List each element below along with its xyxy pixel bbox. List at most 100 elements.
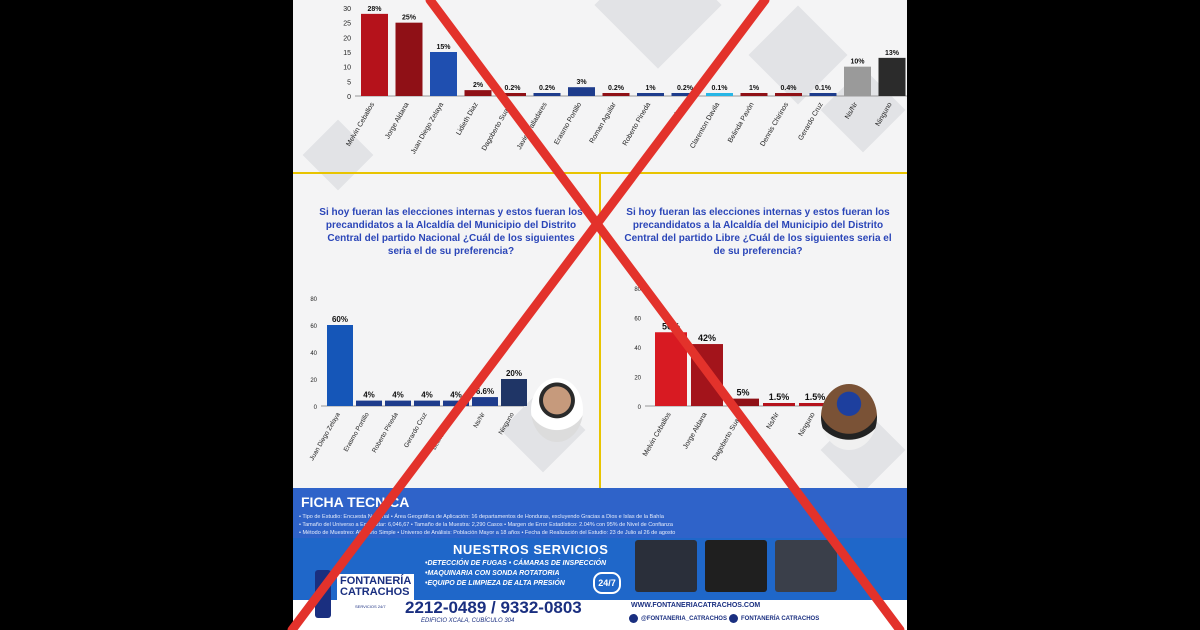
brand-tagline: SERVICIOS 24/7 (355, 604, 386, 609)
y-tick-label: 60 (310, 324, 317, 330)
category-label: Melvin Ceballos (642, 411, 673, 458)
category-label: Ns/Nr (766, 411, 781, 431)
chart-nacional: 0 20 40 60 80 60% Juan Diego Zelaya 4% Erasmo Po… (293, 290, 599, 488)
advertisement: FONTANERÍA CATRACHOS SERVICIOS 24/7 NUES… (293, 538, 907, 630)
bar (602, 93, 630, 96)
data-label: 0.2% (539, 85, 556, 92)
bar (395, 22, 423, 97)
bar (775, 93, 802, 96)
category-label: Gerardo Cruz (403, 412, 429, 450)
ficha-tecnica: FICHA TECNICA • Tipo de Estudio: Encuest… (293, 488, 907, 538)
y-tick-label: 0 (638, 405, 642, 411)
category-label: Belinda Pavón (727, 101, 756, 144)
bar (414, 400, 440, 406)
data-label: 4% (450, 391, 462, 400)
product-image-camera (775, 540, 837, 592)
data-label: 20% (506, 369, 522, 378)
category-label: Dennis Chirinos (759, 101, 790, 148)
data-label: 10% (850, 59, 865, 66)
y-tick-label: 20 (310, 378, 317, 384)
category-label: Roman Aguilar (589, 101, 618, 145)
bar (691, 344, 723, 406)
y-tick-label: 15 (343, 50, 351, 57)
data-label: 1% (645, 85, 656, 92)
bar (878, 57, 906, 96)
y-tick-label: 80 (310, 297, 317, 303)
data-label: 3% (576, 79, 587, 86)
bar (464, 90, 492, 96)
chart-general-svg: 0 5 10 15 20 25 30 28% Melvin Ceballos 25% Jorge A… (343, 6, 907, 156)
bar (671, 93, 699, 96)
data-label: 0.2% (677, 85, 694, 92)
instagram-icon (629, 614, 638, 623)
data-label: 28% (367, 6, 382, 13)
data-label: 13% (885, 50, 900, 57)
bar (356, 400, 382, 406)
category-label: Erasmo Portillo (343, 411, 371, 453)
bar (637, 93, 664, 96)
data-label: 5% (736, 388, 749, 398)
category-label: Juan Diego Zelaya (410, 101, 445, 155)
data-label: 25% (402, 15, 417, 22)
product-image-reel (705, 540, 767, 592)
y-tick-label: 80 (634, 287, 641, 293)
poll-infographic: 0 5 10 15 20 25 30 28% Melvin Ceballos 25% Jorge A… (293, 0, 907, 630)
brand-name: FONTANERÍA CATRACHOS (337, 574, 415, 600)
services-title: NUESTROS SERVICIOS (453, 542, 609, 557)
bar (844, 66, 871, 96)
bar (499, 93, 526, 96)
badge-24-7: 24/7 (593, 572, 621, 594)
ficha-line: • Método de Muestreo: Aleatorio Simple •… (299, 530, 676, 536)
category-label: Roberto Pineda (622, 101, 652, 147)
category-label: Melvin Ceballos (345, 101, 376, 148)
candidate-photo-libre (821, 384, 877, 450)
bar (809, 93, 837, 96)
address: EDIFICIO XCALA, CUBÍCULO 304 (421, 618, 515, 624)
y-tick-label: 25 (343, 21, 351, 28)
instagram-handle: @FONTANERIA_CATRACHOS (641, 616, 727, 622)
category-label: Ns/Nr (844, 101, 859, 121)
category-label: Ns/Nr (472, 411, 487, 430)
category-label: Erasmo Portillo (553, 101, 583, 146)
bar (727, 398, 759, 406)
bar (501, 379, 527, 406)
y-tick-label: 0 (347, 94, 351, 101)
category-label: Juan Diego Zelaya (309, 411, 342, 462)
question-nacional: Si hoy fueran las elecciones internas y … (319, 207, 583, 257)
category-label: Clarenton Davila (689, 101, 721, 149)
bar (533, 93, 561, 96)
divider-vertical (599, 174, 601, 488)
data-label: 4% (421, 391, 433, 400)
y-tick-label: 20 (634, 376, 641, 382)
category-label: Lidieth Diaz (455, 101, 480, 137)
data-label: 1.5% (769, 392, 790, 402)
chart-libre: 0 20 40 60 80 50% Melvin Ceballos 42% Jorge Alda… (603, 280, 907, 488)
category-label: Gerardo Cruz (797, 101, 825, 142)
chart-libre-svg: 0 20 40 60 80 50% Melvin Ceballos 42% Jorge Alda… (634, 287, 831, 462)
data-label: 0.2% (505, 85, 522, 92)
data-label: 0.1% (712, 85, 729, 92)
bar (385, 400, 411, 406)
service-item: •EQUIPO DE LIMPIEZA DE ALTA PRESIÓN (425, 580, 565, 587)
data-label: 1% (749, 85, 760, 92)
bar (430, 52, 457, 96)
facebook-icon (729, 614, 738, 623)
category-label: Dagoberto Suazo (711, 411, 744, 462)
category-label: Ninguno (798, 411, 817, 437)
phone-number: 2212-0489 / 9332-0803 (405, 598, 582, 617)
category-label: Ninguno (875, 101, 894, 127)
chart-general: 0 5 10 15 20 25 30 28% Melvin Ceballos 25% Jorge A… (293, 0, 907, 172)
y-tick-label: 5 (347, 79, 351, 86)
brand-name-line2: CATRACHOS (340, 586, 410, 598)
category-label: Ninguno (498, 411, 516, 436)
data-label: 0.2% (608, 85, 625, 92)
bar (706, 93, 733, 96)
y-tick-label: 10 (343, 65, 351, 72)
data-label: 15% (436, 44, 451, 51)
bar (740, 93, 768, 96)
data-label: 60% (332, 315, 348, 324)
y-tick-label: 40 (634, 346, 641, 352)
pipe-icon (315, 570, 331, 618)
ficha-line: • Tipo de Estudio: Encuesta Nacional • Á… (299, 514, 664, 520)
ficha-line: • Tamaño del Universo a Encuestar: 6,046… (299, 522, 673, 528)
